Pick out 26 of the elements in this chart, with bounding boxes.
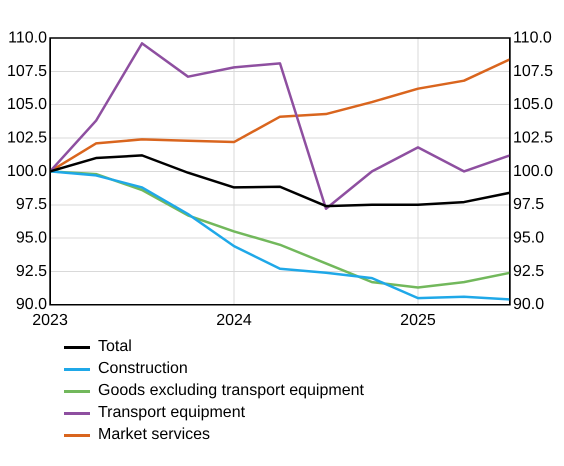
y-tick-label: 110.0 bbox=[8, 29, 48, 46]
y-tick-label: 97.5 bbox=[16, 196, 48, 214]
y-tick-label: 102.5 bbox=[6, 129, 48, 146]
y2-tick-label: 92.5 bbox=[512, 262, 544, 280]
x-tick-label: 2023 bbox=[32, 312, 68, 329]
x-tick-label: 2025 bbox=[400, 312, 436, 329]
y-tick-label: 90.0 bbox=[16, 296, 48, 314]
y-tick-label: 100.0 bbox=[6, 162, 48, 180]
y-tick-label: 105.0 bbox=[6, 96, 48, 114]
x-tick-label: 2024 bbox=[216, 312, 252, 329]
y2-tick-label: 107.5 bbox=[512, 62, 554, 80]
y2-tick-label: 102.5 bbox=[512, 129, 554, 146]
y-tick-label: 92.5 bbox=[16, 262, 48, 280]
legend-label: Goods excluding transport equipment bbox=[98, 382, 364, 400]
y-tick-label: 107.5 bbox=[6, 62, 48, 80]
legend-label: Construction bbox=[98, 360, 188, 378]
y2-tick-label: 100.0 bbox=[512, 162, 554, 180]
y2-tick-label: 90.0 bbox=[512, 296, 544, 314]
legend-label: Transport equipment bbox=[98, 404, 246, 422]
y2-tick-label: 105.0 bbox=[512, 96, 554, 114]
y2-tick-label: 110.0 bbox=[512, 29, 552, 46]
legend-label: Total bbox=[98, 338, 132, 356]
y-tick-label: 95.0 bbox=[16, 230, 48, 247]
legend-label: Market services bbox=[98, 426, 210, 444]
y2-tick-label: 95.0 bbox=[512, 230, 544, 247]
y2-tick-label: 97.5 bbox=[512, 196, 544, 214]
